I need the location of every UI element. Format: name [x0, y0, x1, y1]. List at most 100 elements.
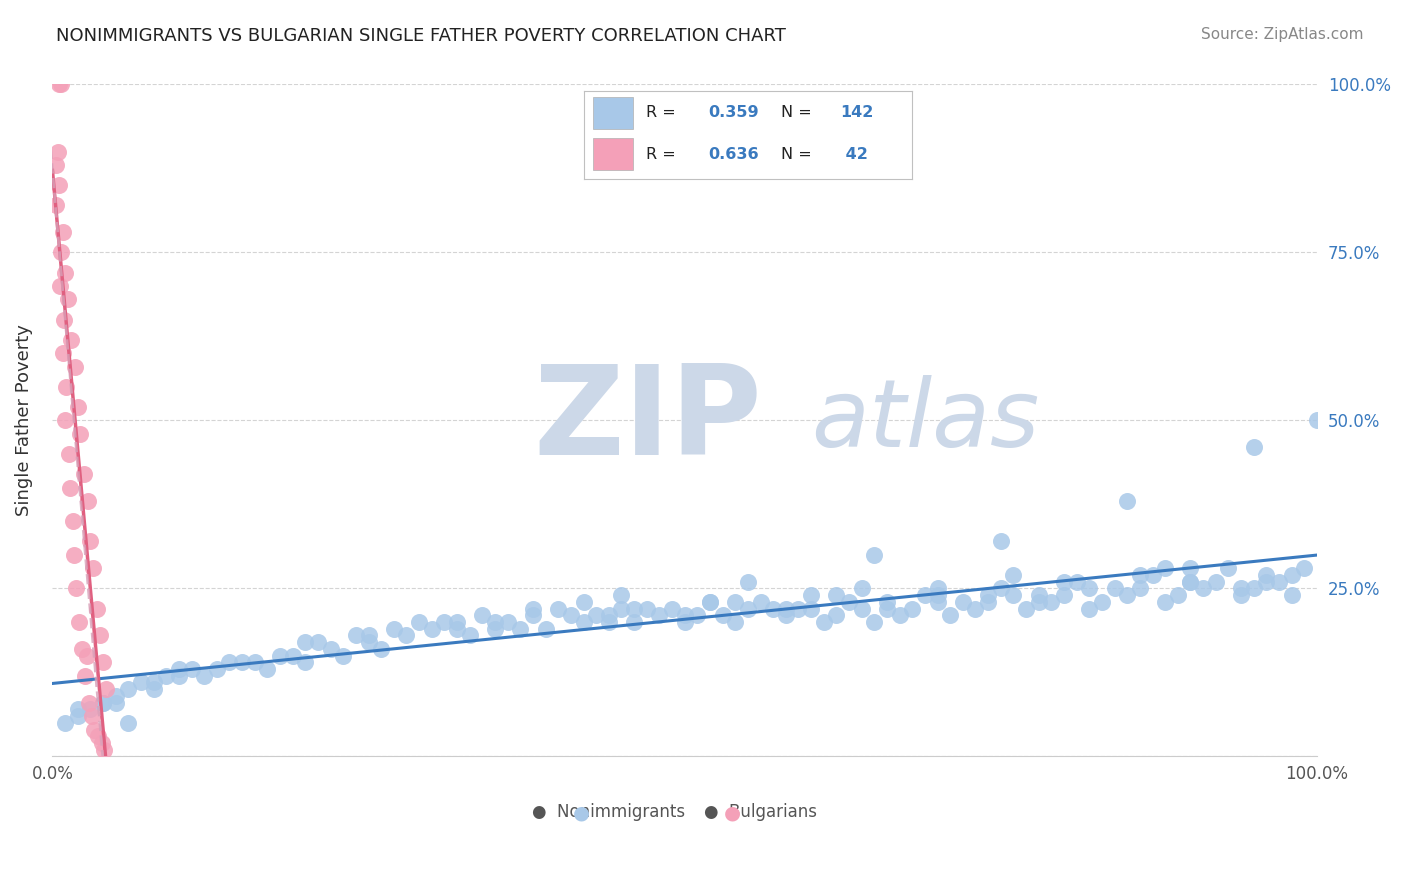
Point — [623, 615, 645, 629]
Point — [344, 628, 367, 642]
Point — [1104, 582, 1126, 596]
Point — [686, 608, 709, 623]
Point — [939, 608, 962, 623]
Point — [661, 601, 683, 615]
Point — [471, 608, 494, 623]
Point — [55, 380, 77, 394]
Point — [762, 601, 785, 615]
Point — [60, 333, 83, 347]
Point — [484, 622, 506, 636]
Point — [155, 669, 177, 683]
Point — [1002, 568, 1025, 582]
Point — [484, 615, 506, 629]
Point — [1281, 588, 1303, 602]
Point — [648, 608, 671, 623]
Point — [1180, 574, 1202, 589]
Point — [977, 588, 1000, 602]
Point — [737, 601, 759, 615]
Point — [952, 595, 974, 609]
Point — [218, 656, 240, 670]
Point — [86, 601, 108, 615]
Point — [357, 635, 380, 649]
Point — [446, 615, 468, 629]
Point — [1180, 561, 1202, 575]
Point — [294, 656, 316, 670]
Point — [63, 359, 86, 374]
Text: ●: ● — [572, 804, 589, 822]
Point — [914, 588, 936, 602]
Point — [1066, 574, 1088, 589]
Point — [522, 608, 544, 623]
Point — [1091, 595, 1114, 609]
Point — [256, 662, 278, 676]
Point — [1154, 595, 1177, 609]
Point — [104, 696, 127, 710]
Point — [1040, 595, 1063, 609]
Point — [45, 198, 67, 212]
Point — [420, 622, 443, 636]
Point — [91, 656, 114, 670]
Point — [1256, 574, 1278, 589]
Point — [522, 601, 544, 615]
Point — [1243, 582, 1265, 596]
Point — [87, 729, 110, 743]
Point — [610, 601, 633, 615]
Point — [673, 615, 696, 629]
Point — [59, 481, 82, 495]
Point — [90, 736, 112, 750]
Point — [117, 715, 139, 730]
Point — [75, 669, 97, 683]
Point — [167, 669, 190, 683]
Point — [408, 615, 430, 629]
Point — [1116, 588, 1139, 602]
Point — [876, 601, 898, 615]
Point — [1306, 413, 1329, 427]
Point — [572, 595, 595, 609]
Point — [52, 312, 75, 326]
Point — [76, 648, 98, 663]
Point — [800, 588, 823, 602]
Point — [104, 689, 127, 703]
Point — [73, 467, 96, 482]
Point — [91, 696, 114, 710]
Point — [117, 682, 139, 697]
Y-axis label: Single Father Poverty: Single Father Poverty — [15, 325, 32, 516]
Point — [990, 582, 1012, 596]
Point — [70, 641, 93, 656]
Point — [79, 534, 101, 549]
Point — [724, 595, 747, 609]
Point — [737, 574, 759, 589]
Point — [1078, 582, 1101, 596]
Point — [711, 608, 734, 623]
Point — [66, 400, 89, 414]
Point — [1167, 588, 1189, 602]
Point — [598, 608, 620, 623]
Point — [269, 648, 291, 663]
Point — [699, 595, 721, 609]
Point — [319, 641, 342, 656]
Point — [167, 662, 190, 676]
Point — [69, 426, 91, 441]
Text: ●: ● — [724, 804, 741, 822]
Point — [699, 595, 721, 609]
Point — [83, 723, 105, 737]
Point — [1294, 561, 1316, 575]
Point — [1129, 568, 1152, 582]
Point — [1078, 601, 1101, 615]
Point — [927, 582, 949, 596]
Point — [1180, 574, 1202, 589]
Point — [598, 615, 620, 629]
Point — [205, 662, 228, 676]
Point — [673, 608, 696, 623]
Point — [1015, 601, 1038, 615]
Point — [496, 615, 519, 629]
Point — [56, 293, 79, 307]
Point — [1154, 561, 1177, 575]
Point — [58, 447, 80, 461]
Point — [80, 709, 103, 723]
Point — [243, 656, 266, 670]
Point — [142, 682, 165, 697]
Point — [1243, 440, 1265, 454]
Point — [1028, 588, 1050, 602]
Point — [572, 615, 595, 629]
